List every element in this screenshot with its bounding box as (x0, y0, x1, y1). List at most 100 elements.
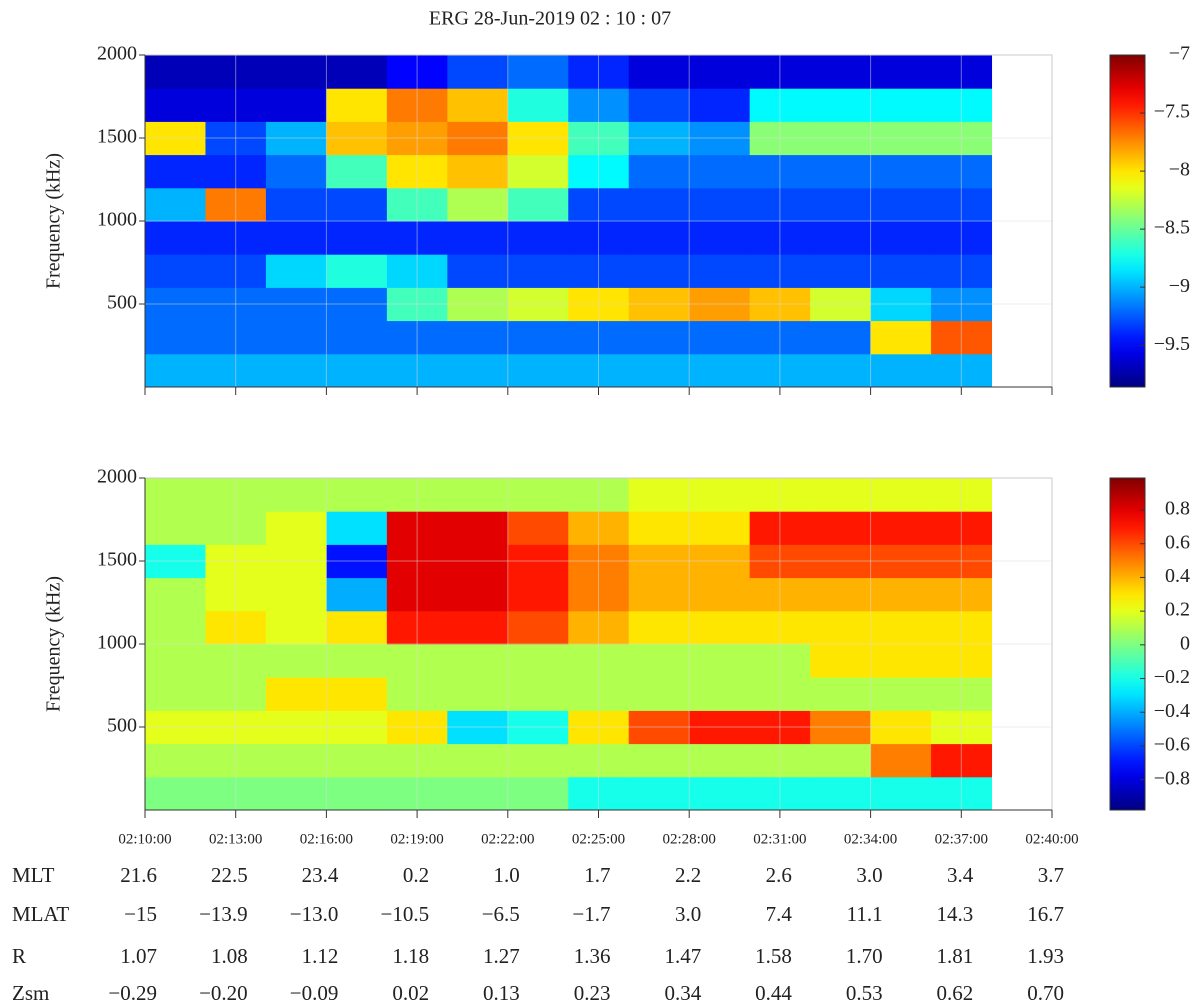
heatmap-cell (265, 353, 327, 388)
ephemeris-value: 1.93 (1027, 944, 1064, 968)
x-tick-label: 02:31:00 (753, 831, 806, 847)
ephemeris-value: −1.7 (572, 902, 610, 926)
heatmap-cell (145, 677, 206, 711)
heatmap-cell (810, 677, 872, 711)
heatmap-cell (326, 677, 388, 711)
ephemeris-value: 16.7 (1027, 902, 1064, 926)
heatmap-cell (145, 776, 206, 811)
ephemeris-value: 1.27 (483, 944, 520, 968)
colorbar-tick-label: −9 (1169, 275, 1190, 297)
heatmap-cell (265, 254, 327, 288)
heatmap-cell (628, 55, 690, 89)
x-tick-label: 02:10:00 (118, 831, 171, 847)
heatmap-cell (447, 776, 509, 811)
x-tick-label: 02:34:00 (844, 831, 897, 847)
colorbar (1109, 54, 1146, 388)
heatmap-cell (145, 644, 206, 678)
heatmap-cell (447, 478, 509, 512)
ephemeris-value: 1.36 (574, 944, 611, 968)
colorbar (1109, 477, 1146, 811)
heatmap-cell (145, 320, 206, 355)
y-tick-label: 2000 (97, 43, 137, 65)
heatmap-cell (507, 511, 569, 545)
heatmap-cell (447, 511, 509, 545)
heatmap-cell (326, 55, 388, 89)
heatmap-cell (689, 320, 751, 355)
heatmap-cell (265, 187, 327, 222)
x-tick-label: 02:19:00 (390, 831, 443, 847)
heatmap-cell (326, 221, 388, 255)
heatmap-cell (870, 221, 932, 255)
ephemeris-value: −15 (124, 902, 157, 926)
heatmap-cell (689, 154, 751, 189)
heatmap-cell (507, 154, 569, 189)
heatmap-cell (628, 644, 690, 678)
heatmap-cell (810, 743, 872, 778)
heatmap-cell (628, 154, 690, 189)
heatmap-cell (870, 88, 932, 122)
heatmap-cell (689, 353, 751, 388)
heatmap-cell (265, 88, 327, 122)
heatmap-cell (870, 677, 932, 711)
y-axis-label: Frequency (kHz) (43, 576, 65, 712)
y-tick-label: 500 (107, 715, 137, 737)
heatmap-cell (810, 55, 872, 89)
heatmap-cell (870, 743, 932, 778)
heatmap-cell (628, 743, 690, 778)
heatmap-cell (870, 478, 932, 512)
heatmap-cell (447, 610, 509, 645)
heatmap-cell (507, 577, 569, 612)
heatmap-cell (447, 677, 509, 711)
heatmap-cell (810, 254, 872, 288)
heatmap-cell (447, 221, 509, 255)
heatmap-cell (628, 88, 690, 122)
heatmap-cell (689, 478, 751, 512)
heatmap-cell (628, 610, 690, 645)
ephemeris-value: 3.0 (856, 863, 882, 887)
heatmap-cell (326, 776, 388, 811)
x-tick-label: 02:25:00 (572, 831, 625, 847)
y-tick-label: 1500 (97, 126, 137, 148)
heatmap-cell (628, 254, 690, 288)
heatmap-cell (628, 577, 690, 612)
heatmap-cell (507, 610, 569, 645)
heatmap-cell (689, 187, 751, 222)
heatmap-cell (265, 55, 327, 89)
heatmap-cell (145, 187, 206, 222)
ephemeris-value: 1.07 (120, 944, 157, 968)
heatmap-cell (870, 511, 932, 545)
ephemeris-value: 3.4 (947, 863, 974, 887)
ephemeris-value: 7.4 (766, 902, 793, 926)
heatmap-cell (326, 320, 388, 355)
heatmap-cell (870, 776, 932, 811)
heatmap-cell (447, 187, 509, 222)
heatmap-cell (326, 577, 388, 612)
x-tick-label: 02:13:00 (209, 831, 262, 847)
heatmap-cell (507, 353, 569, 388)
heatmap-cell (447, 320, 509, 355)
heatmap-cell (145, 88, 206, 122)
heatmap-cell (628, 677, 690, 711)
heatmap-cell (145, 478, 206, 512)
heatmap-cell (628, 320, 690, 355)
heatmap-cell (447, 353, 509, 388)
heatmap-cell (447, 88, 509, 122)
ephemeris-value: −13.9 (199, 902, 248, 926)
heatmap-cell (145, 221, 206, 255)
heatmap-cell (870, 254, 932, 288)
heatmap-cell (265, 478, 327, 512)
colorbar-tick-label: −8 (1169, 159, 1190, 181)
heatmap-cell (507, 677, 569, 711)
ephemeris-label: Zsm (12, 981, 49, 1005)
heatmap-cell (628, 776, 690, 811)
ephemeris-value: 2.6 (766, 863, 792, 887)
ephemeris-value: 1.12 (302, 944, 339, 968)
heatmap-cell (145, 353, 206, 388)
y-tick-label: 500 (107, 292, 137, 314)
heatmap-cell (265, 221, 327, 255)
heatmap-cell (810, 511, 872, 545)
colorbar-tick-label: −0.4 (1154, 700, 1190, 722)
ephemeris-value: −13.0 (290, 902, 339, 926)
ephemeris-value: 0.34 (664, 981, 701, 1005)
ephemeris-value: 1.0 (494, 863, 520, 887)
